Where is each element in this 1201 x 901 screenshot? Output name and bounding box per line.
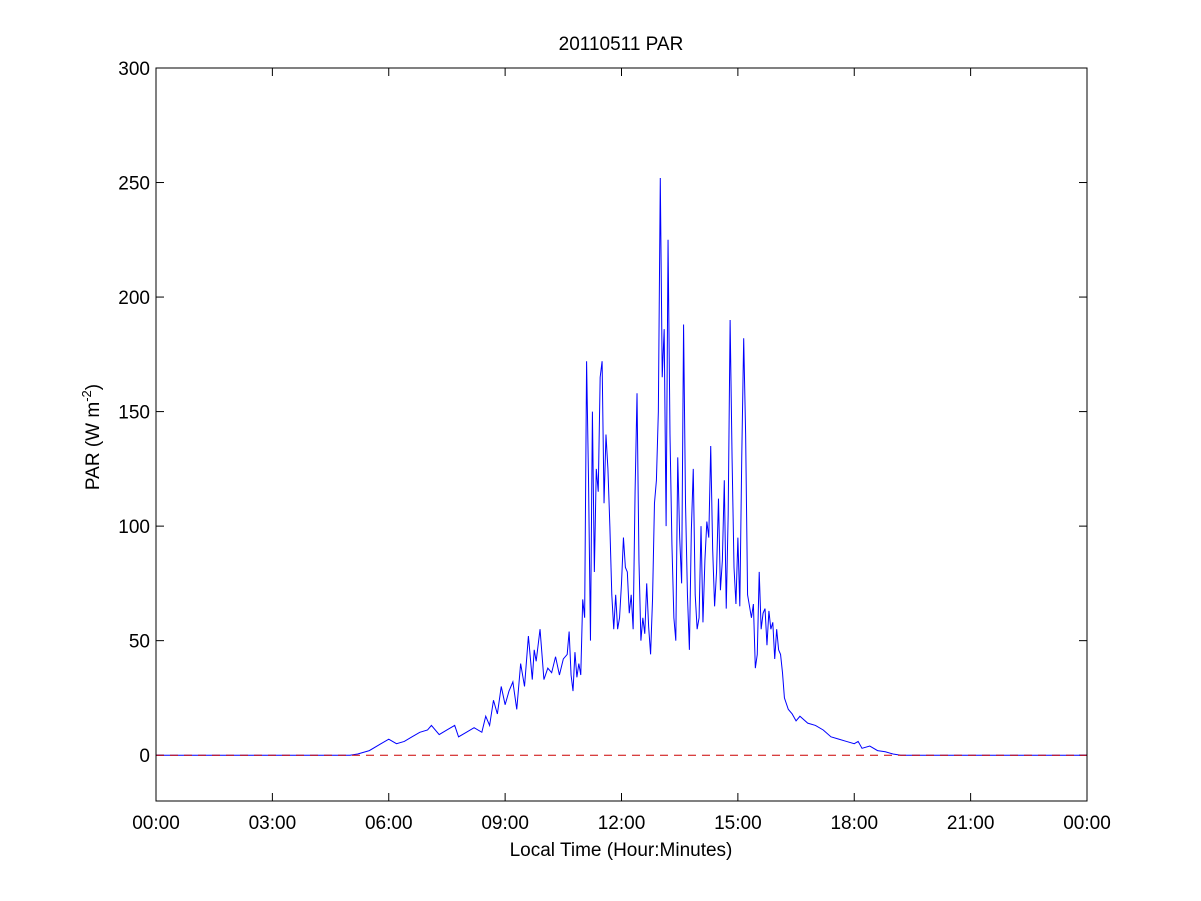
- series-layer: [156, 177, 1087, 756]
- x-tick-label: 00:00: [1063, 813, 1111, 834]
- plot-frame: [155, 67, 1088, 802]
- x-axis-label: Local Time (Hour:Minutes): [510, 840, 733, 861]
- y-axis-label-close: ): [83, 384, 104, 390]
- y-tick-label: 200: [118, 288, 150, 309]
- chart-title: 20110511 PAR: [559, 34, 684, 55]
- y-axis-label-exponent: -2: [79, 390, 94, 402]
- x-tick-label: 18:00: [830, 813, 878, 834]
- y-tick-label: 300: [118, 59, 150, 80]
- y-tick-label: 0: [139, 746, 150, 767]
- y-tick-label: 50: [129, 632, 150, 653]
- y-tick-label: 100: [118, 517, 150, 538]
- x-tick-label: 15:00: [714, 813, 762, 834]
- y-tick-label: 150: [118, 403, 150, 424]
- x-tick-label: 21:00: [947, 813, 995, 834]
- x-ticks: 00:00 03:00 06:00 09:00 12:00 15:00 18:00 21:00…: [132, 68, 1111, 834]
- y-tick-label: 250: [118, 174, 150, 195]
- x-tick-label: 03:00: [249, 813, 297, 834]
- plot-area: [156, 68, 1087, 801]
- x-tick-label: 09:00: [481, 813, 529, 834]
- x-tick-label: 00:00: [132, 813, 180, 834]
- x-tick-label: 06:00: [365, 813, 413, 834]
- x-tick-label: 12:00: [598, 813, 646, 834]
- y-axis-label-main: PAR (W m: [83, 402, 104, 490]
- par-series-line: [156, 177, 1087, 756]
- y-axis-label: PAR (W m-2): [79, 384, 104, 490]
- y-ticks: 0 50 100 150 200 250 300: [118, 59, 1087, 767]
